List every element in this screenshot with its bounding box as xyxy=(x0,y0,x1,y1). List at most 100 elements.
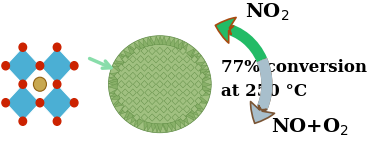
Polygon shape xyxy=(133,97,140,105)
Polygon shape xyxy=(133,64,140,71)
Polygon shape xyxy=(137,106,144,113)
Polygon shape xyxy=(181,44,188,52)
Polygon shape xyxy=(187,111,196,119)
Polygon shape xyxy=(108,81,117,86)
Polygon shape xyxy=(164,114,171,121)
Polygon shape xyxy=(153,56,160,63)
Polygon shape xyxy=(168,106,175,113)
Polygon shape xyxy=(145,72,152,80)
Polygon shape xyxy=(187,97,194,105)
Polygon shape xyxy=(129,45,137,54)
Polygon shape xyxy=(198,98,207,104)
Polygon shape xyxy=(125,97,132,105)
Polygon shape xyxy=(172,47,179,55)
Circle shape xyxy=(70,62,78,70)
Polygon shape xyxy=(195,97,202,105)
Circle shape xyxy=(2,62,9,70)
Polygon shape xyxy=(183,56,190,63)
Polygon shape xyxy=(195,64,202,71)
Polygon shape xyxy=(115,61,124,67)
Polygon shape xyxy=(172,114,179,121)
Polygon shape xyxy=(199,89,206,96)
Polygon shape xyxy=(191,56,198,63)
Polygon shape xyxy=(200,71,209,76)
Polygon shape xyxy=(6,47,40,84)
Polygon shape xyxy=(175,119,181,128)
Polygon shape xyxy=(109,89,118,94)
Polygon shape xyxy=(128,47,136,55)
Polygon shape xyxy=(191,72,198,80)
Polygon shape xyxy=(147,122,153,131)
Polygon shape xyxy=(111,94,120,99)
Polygon shape xyxy=(162,123,168,132)
Polygon shape xyxy=(129,72,136,80)
Polygon shape xyxy=(173,39,179,48)
Polygon shape xyxy=(113,99,122,105)
Polygon shape xyxy=(109,76,118,81)
Text: NO+O$_2$: NO+O$_2$ xyxy=(271,117,349,138)
Polygon shape xyxy=(170,121,176,130)
Circle shape xyxy=(53,43,61,51)
Polygon shape xyxy=(164,80,171,88)
Polygon shape xyxy=(193,105,202,112)
Polygon shape xyxy=(153,106,160,113)
Polygon shape xyxy=(118,97,125,105)
Polygon shape xyxy=(141,64,148,71)
Polygon shape xyxy=(156,64,163,71)
Polygon shape xyxy=(137,56,144,63)
Polygon shape xyxy=(115,100,124,107)
Polygon shape xyxy=(145,56,152,63)
Polygon shape xyxy=(141,114,148,121)
Circle shape xyxy=(53,80,61,88)
Polygon shape xyxy=(172,97,179,105)
Polygon shape xyxy=(145,106,152,113)
Polygon shape xyxy=(149,114,156,121)
Circle shape xyxy=(2,99,9,107)
Polygon shape xyxy=(151,123,157,132)
Polygon shape xyxy=(160,56,167,63)
Polygon shape xyxy=(133,80,140,88)
Polygon shape xyxy=(40,84,74,121)
Polygon shape xyxy=(195,80,202,88)
Polygon shape xyxy=(110,92,119,97)
Polygon shape xyxy=(157,36,163,45)
Polygon shape xyxy=(180,97,186,105)
Polygon shape xyxy=(6,84,40,121)
Polygon shape xyxy=(125,80,132,88)
Polygon shape xyxy=(172,64,179,71)
Polygon shape xyxy=(141,47,148,55)
Polygon shape xyxy=(153,89,160,96)
Polygon shape xyxy=(164,97,171,105)
Polygon shape xyxy=(134,117,141,126)
Polygon shape xyxy=(195,103,204,109)
Polygon shape xyxy=(156,114,163,121)
Polygon shape xyxy=(118,64,125,71)
Polygon shape xyxy=(149,64,156,71)
Polygon shape xyxy=(40,47,74,84)
Polygon shape xyxy=(129,56,136,63)
Text: 77% conversion
at 250 °C: 77% conversion at 250 °C xyxy=(221,59,367,100)
Polygon shape xyxy=(139,40,145,49)
Polygon shape xyxy=(180,80,186,88)
Polygon shape xyxy=(124,50,132,58)
Polygon shape xyxy=(167,122,173,131)
Polygon shape xyxy=(198,97,208,102)
Polygon shape xyxy=(157,124,163,132)
Polygon shape xyxy=(137,72,144,80)
Polygon shape xyxy=(149,80,156,88)
Polygon shape xyxy=(172,80,179,88)
Text: NO$_2$: NO$_2$ xyxy=(245,2,289,23)
Polygon shape xyxy=(201,74,210,79)
Polygon shape xyxy=(178,117,185,126)
Polygon shape xyxy=(181,116,189,124)
Polygon shape xyxy=(114,72,121,80)
Polygon shape xyxy=(149,47,156,55)
Polygon shape xyxy=(186,49,194,57)
Polygon shape xyxy=(120,107,129,114)
Polygon shape xyxy=(108,79,118,85)
Polygon shape xyxy=(191,53,199,61)
Polygon shape xyxy=(119,55,127,62)
Polygon shape xyxy=(126,112,134,121)
Polygon shape xyxy=(112,66,121,72)
Polygon shape xyxy=(200,69,209,74)
